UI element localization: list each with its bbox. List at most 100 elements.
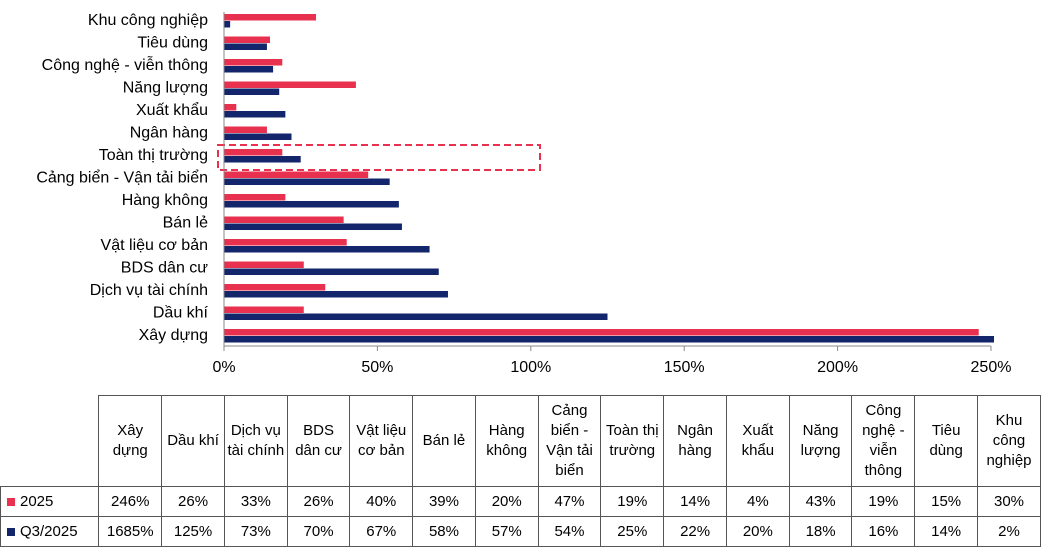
bar [224,59,283,66]
bar [224,43,267,50]
bar [224,329,979,336]
y-tick-label: Hàng không [122,192,208,209]
bar [224,246,430,253]
value-cell: 40% [349,486,414,517]
legend-swatch [7,497,15,506]
column-header: Toàn thị trường [600,395,665,487]
y-tick-label: Dịch vụ tài chính [90,282,208,299]
x-tick-label: 100% [510,359,551,376]
value-cell: 33% [223,486,288,517]
value-cell: 39% [412,486,476,517]
value-cell: 16% [851,516,916,547]
x-tick-label: 250% [971,359,1012,376]
bar [224,149,283,156]
column-header: Bán lẻ [412,395,476,487]
highlight-box [217,144,541,171]
row-header: Q3/2025 [0,516,100,547]
bar [224,171,369,178]
legend-label: 2025 [20,492,54,510]
bar [224,306,304,313]
bar [224,66,274,73]
column-header: Ngân hàng [663,395,727,487]
chart: Xây dựng Dầu khí Dịch vụ tài chính BDS dân … [36,12,1012,376]
bar [224,284,326,291]
column-header: Tiêu dùng [914,395,978,487]
column-header: Dịch vụ tài chính [223,395,288,487]
column-header: Vật liệu cơ bản [349,395,414,487]
value-cell: 25% [600,516,665,547]
value-cell: 19% [600,486,665,517]
y-tick-label: Xây dựng [139,327,208,344]
value-cell: 70% [286,516,351,547]
value-cell: 30% [977,486,1041,517]
table-header: Xây dựng Dầu khí Dịch vụ tài chính BDS dân … [0,395,1041,487]
y-tick-label: Công nghệ - viễn thông [42,55,208,74]
x-tick-label: 200% [817,359,858,376]
value-cell: 43% [788,486,853,517]
value-cell: 14% [663,486,727,517]
column-header: Công nghệ - viễn thông [851,395,916,487]
table-row: 2025 246% 26% 33% 26% 40% 39% 20% 47% 19% 14% 4% 43%… [0,486,1041,517]
bar [224,268,439,275]
value-cell: 4% [725,486,790,517]
value-cell: 14% [914,516,978,547]
column-header: Xây dựng [98,395,163,487]
value-cell: 73% [223,516,288,547]
value-cell: 58% [412,516,476,547]
bar [224,14,317,21]
bar [224,133,292,140]
y-tick-label: Ngân hàng [130,125,208,142]
value-cell: 20% [725,516,790,547]
bar [224,36,271,43]
bar [224,201,399,208]
column-header: BDS dân cư [286,395,351,487]
bar [224,194,286,201]
value-cell: 67% [349,516,414,547]
value-cell: 2% [977,516,1041,547]
x-tick-label: 0% [212,359,235,376]
bar [224,88,280,95]
bar [224,336,994,343]
column-header: Hàng không [474,395,539,487]
bar [224,21,231,28]
value-cell: 19% [851,486,916,517]
column-header: Xuất khẩu [725,395,790,487]
bar [224,261,304,268]
y-tick-label: Xuất khẩu [136,101,208,119]
value-cell: 54% [537,516,602,547]
column-header: Dầu khí [161,395,225,487]
plot-area [224,14,994,343]
value-cell: 125% [161,516,225,547]
value-cell: 20% [474,486,539,517]
column-header: Khu công nghiệp [977,395,1041,487]
y-tick-label: BDS dân cư [121,260,208,277]
value-cell: 47% [537,486,602,517]
y-tick-label: Năng lượng [123,80,208,97]
bar [224,313,608,320]
bar [224,156,301,163]
x-tick-label: 150% [664,359,705,376]
y-tick-label: Cảng biển - Vận tải biển [36,169,208,187]
legend-label: Q3/2025 [20,522,78,540]
value-cell: 246% [98,486,163,517]
bar [224,223,402,230]
y-tick-label: Bán lẻ [163,215,208,232]
value-cell: 18% [788,516,853,547]
value-cell: 22% [663,516,727,547]
bar [224,216,344,223]
row-header: 2025 [0,486,100,517]
value-cell: 57% [474,516,539,547]
bar [224,291,448,298]
column-header: Cảng biển - Vận tải biển [537,395,602,487]
x-tick-label: 50% [361,359,393,376]
bar [224,239,347,246]
column-header: Năng lượng [788,395,853,487]
value-cell: 26% [286,486,351,517]
value-cell: 1685% [98,516,163,547]
data-table: Xây dựng Dầu khí Dịch vụ tài chính BDS dân … [0,395,1041,547]
value-cell: 15% [914,486,978,517]
bar [224,126,267,133]
bar [224,81,356,88]
y-tick-label: Khu công nghiệp [88,12,208,29]
bar [224,111,286,118]
